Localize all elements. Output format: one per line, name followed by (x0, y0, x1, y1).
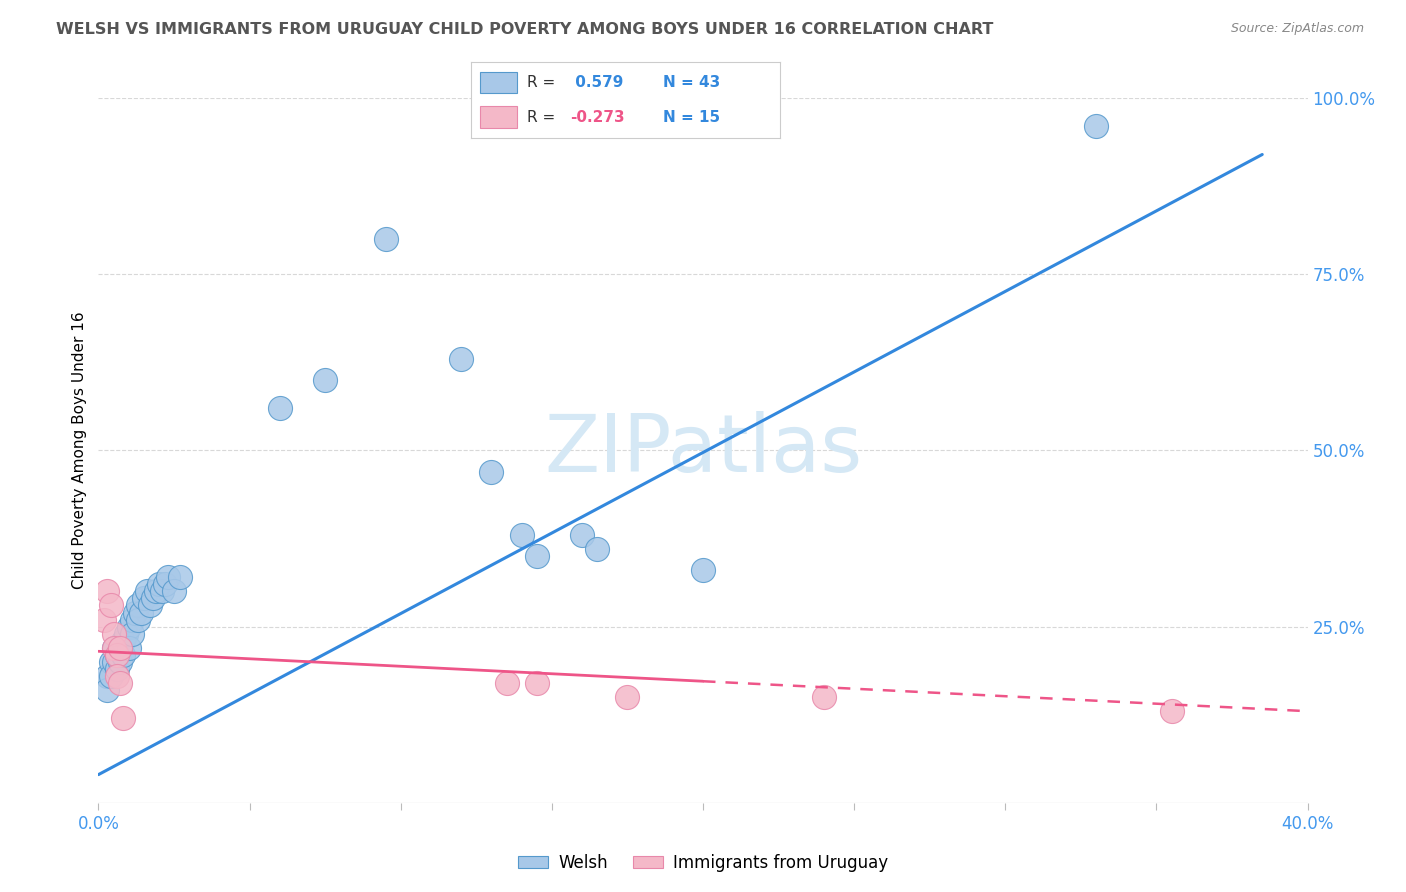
Point (105, 669, 128, 683)
Text: -0.273: -0.273 (569, 110, 624, 125)
Point (163, 584, 186, 599)
Point (135, 584, 157, 599)
Point (692, 563, 714, 577)
Text: Source: ZipAtlas.com: Source: ZipAtlas.com (1230, 22, 1364, 36)
Point (127, 613, 149, 627)
Text: 0.579: 0.579 (569, 75, 623, 90)
Point (616, 690, 638, 705)
Point (100, 655, 122, 669)
Legend: Welsh, Immigrants from Uruguay: Welsh, Immigrants from Uruguay (519, 854, 887, 872)
Point (103, 626, 125, 640)
Point (156, 570, 179, 584)
Bar (481, 71, 517, 93)
Point (1160, 704, 1182, 718)
Point (510, 528, 533, 542)
Point (153, 577, 176, 591)
Point (121, 626, 143, 640)
Point (93, 613, 115, 627)
Text: R =: R = (527, 110, 560, 125)
Point (108, 655, 131, 669)
Point (96, 669, 118, 683)
Text: N = 15: N = 15 (662, 110, 720, 125)
Point (148, 577, 170, 591)
Point (1085, 120, 1108, 134)
Point (374, 232, 396, 246)
Point (118, 640, 141, 655)
Point (100, 599, 122, 613)
Point (481, 465, 503, 479)
Point (526, 676, 548, 690)
Point (571, 528, 593, 542)
Text: N = 43: N = 43 (662, 75, 720, 90)
Point (127, 599, 149, 613)
Point (139, 599, 162, 613)
Point (96, 683, 118, 698)
Point (813, 690, 835, 705)
Point (124, 606, 146, 620)
Point (103, 640, 125, 655)
Point (103, 640, 125, 655)
Point (526, 549, 548, 564)
Point (129, 606, 152, 620)
Point (114, 626, 136, 640)
Y-axis label: Child Poverty Among Boys Under 16: Child Poverty Among Boys Under 16 (72, 311, 87, 590)
Point (105, 648, 128, 662)
Point (145, 584, 167, 599)
Point (111, 633, 134, 648)
Point (108, 640, 131, 655)
Point (118, 619, 141, 633)
Point (111, 711, 134, 725)
Point (105, 662, 128, 676)
Point (314, 373, 336, 387)
Text: ZIPatlas: ZIPatlas (544, 411, 862, 490)
Point (103, 655, 125, 669)
Point (121, 613, 143, 627)
Point (586, 542, 609, 557)
Point (132, 591, 155, 606)
Point (150, 584, 173, 599)
Point (108, 640, 131, 655)
Point (111, 648, 134, 662)
Point (269, 401, 291, 416)
Point (96, 584, 118, 599)
Point (105, 648, 128, 662)
Text: R =: R = (527, 75, 560, 90)
Point (450, 351, 472, 366)
Point (108, 676, 131, 690)
Point (169, 570, 191, 584)
Text: WELSH VS IMMIGRANTS FROM URUGUAY CHILD POVERTY AMONG BOYS UNDER 16 CORRELATION C: WELSH VS IMMIGRANTS FROM URUGUAY CHILD P… (56, 22, 994, 37)
Bar (481, 106, 517, 128)
Point (495, 676, 517, 690)
Point (142, 591, 165, 606)
Point (100, 669, 122, 683)
